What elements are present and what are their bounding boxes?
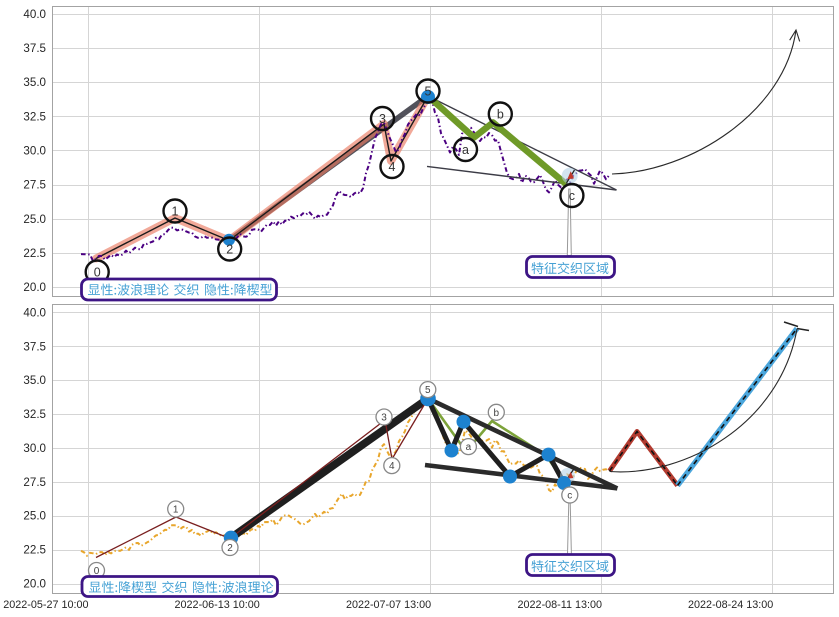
svg-text:a: a [462,143,469,157]
svg-text:30.0: 30.0 [23,144,46,157]
svg-text:5: 5 [425,84,432,98]
svg-text:2022-05-27 10:00: 2022-05-27 10:00 [3,599,88,611]
svg-text:35.0: 35.0 [23,76,46,89]
svg-text:2: 2 [226,242,233,256]
svg-text:20.0: 20.0 [23,281,46,294]
svg-text:30.0: 30.0 [23,442,46,455]
svg-text:b: b [494,408,500,419]
svg-text:32.5: 32.5 [23,110,46,123]
svg-text:35.0: 35.0 [23,374,46,387]
svg-text:5: 5 [425,385,431,396]
svg-text:27.5: 27.5 [23,179,46,192]
svg-text:37.5: 37.5 [23,340,46,353]
svg-text:3: 3 [381,413,387,424]
svg-text:3: 3 [379,112,386,126]
svg-text:4: 4 [389,160,396,174]
svg-text:20.0: 20.0 [23,578,46,591]
svg-text:1: 1 [173,505,179,516]
svg-text:1: 1 [172,204,179,218]
svg-text:40.0: 40.0 [23,306,46,319]
svg-text:a: a [466,442,472,453]
svg-text:c: c [569,189,575,203]
svg-text:2022-08-11 13:00: 2022-08-11 13:00 [518,599,602,611]
svg-text:22.5: 22.5 [23,544,46,557]
svg-text:4: 4 [389,461,395,472]
svg-text:0: 0 [94,265,101,279]
svg-text:27.5: 27.5 [23,476,46,489]
svg-text:b: b [497,107,504,121]
svg-text:2: 2 [227,543,233,554]
svg-text:2022-08-24 13:00: 2022-08-24 13:00 [688,599,773,611]
svg-text:2022-07-07 13:00: 2022-07-07 13:00 [346,599,431,611]
svg-text:37.5: 37.5 [23,42,46,55]
svg-text:22.5: 22.5 [23,247,46,260]
svg-text:25.0: 25.0 [23,213,46,226]
svg-text:0: 0 [94,566,100,577]
svg-text:c: c [567,491,572,502]
svg-text:32.5: 32.5 [23,408,46,421]
svg-text:2022-06-13 10:00: 2022-06-13 10:00 [175,599,260,611]
svg-text:40.0: 40.0 [23,8,46,21]
svg-text:25.0: 25.0 [23,510,46,523]
